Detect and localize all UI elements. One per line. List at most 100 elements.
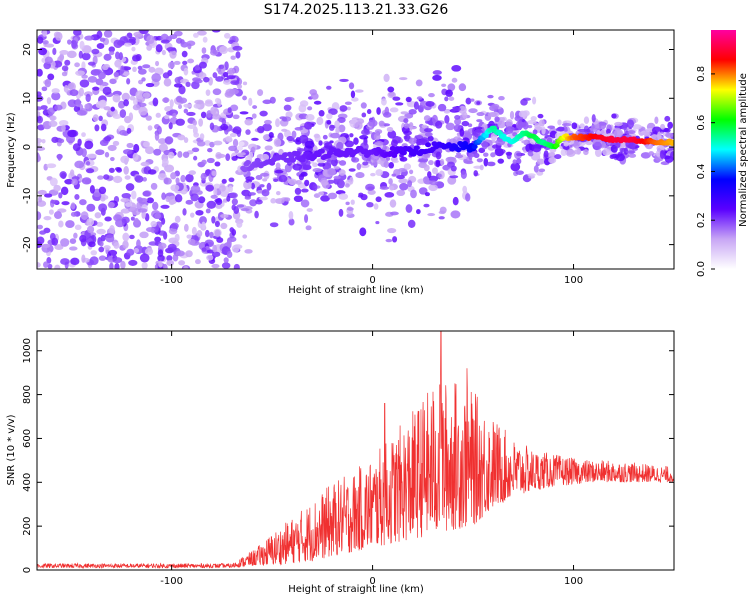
tick-label: 20 (22, 43, 33, 56)
spectrogram-cell (573, 140, 580, 149)
spectrogram-cell (107, 144, 117, 152)
spectrogram-cell (199, 133, 205, 140)
spectrogram-cell (195, 209, 204, 216)
spectrogram-cell (142, 177, 147, 182)
spectrogram-cell (183, 137, 189, 143)
spectrogram-cell (337, 117, 346, 124)
spectrogram-cell (37, 36, 44, 44)
spectrogram-cell (414, 135, 424, 140)
spectrogram-cell (161, 192, 166, 200)
spectrogram-cell (187, 58, 195, 64)
spectrogram-cell (264, 145, 273, 151)
spectrogram-cell (123, 42, 132, 47)
spectrogram-cell (47, 73, 55, 81)
spectrogram-cell (269, 96, 276, 104)
spectrogram-cell (79, 79, 90, 88)
spectrogram-cell (130, 216, 135, 221)
spectrogram-cell (145, 227, 155, 233)
spectrogram-cell (92, 86, 100, 91)
spectrogram-cell (328, 108, 338, 115)
spectrogram-cell (38, 196, 43, 203)
spectrogram-cell (223, 71, 229, 78)
tick-label: 600 (22, 429, 33, 448)
spectrogram-cell (98, 71, 106, 80)
spectrogram-cell (211, 216, 216, 224)
spectrogram-cell (192, 119, 197, 126)
spectrogram-cell (126, 142, 134, 149)
spectrogram-cell (141, 262, 148, 269)
spectrogram-cell (137, 68, 147, 75)
spectrogram-cell (339, 105, 348, 112)
snr-panel: -100 0 100 0 200 400 600 800 1000 Height of str… (6, 330, 675, 595)
spectrogram-cell (375, 221, 380, 225)
spectrogram-cell (312, 183, 318, 192)
spectrogram-cell (505, 151, 513, 156)
spectrogram-cell (229, 227, 235, 233)
spectrogram-cell (242, 95, 247, 101)
spectrogram-cell (81, 52, 91, 61)
spectrogram-cell (158, 143, 169, 153)
spectrogram-cell (478, 147, 486, 154)
spectrogram-cell (269, 222, 279, 228)
spectrogram-cell (44, 56, 53, 64)
spectrogram-cell (109, 262, 114, 269)
spectrogram-cell (382, 111, 392, 118)
spectrogram-cell (275, 162, 281, 170)
spectrogram-cell (494, 116, 500, 123)
spectrogram-cell (109, 225, 115, 234)
spectrogram-cell (115, 51, 120, 60)
spectrogram-cell (565, 149, 576, 158)
spectrogram-cell (657, 131, 662, 141)
spectrogram-cell (98, 246, 105, 253)
spectrogram-cell (266, 182, 272, 191)
spectrogram-cell (428, 92, 435, 98)
spectrogram-cell (145, 146, 155, 155)
spectrogram-cell (416, 209, 421, 215)
spectrogram-cell (210, 194, 218, 199)
spectrogram-cell (532, 129, 538, 135)
spectrogram-cell (129, 36, 136, 43)
spectrogram-cell (211, 30, 221, 33)
spectrogram-cell (174, 194, 183, 203)
spectrogram-cell (533, 165, 539, 173)
spectrogram-cell (46, 163, 57, 169)
spectrogram-cell (329, 140, 334, 144)
spectrogram-cell (146, 35, 155, 45)
spectrogram-cell (361, 112, 367, 118)
spectrogram-cell (209, 122, 215, 131)
spectrogram-cell (386, 126, 394, 133)
spectrogram-cell (129, 95, 136, 101)
spectrogram-cell (47, 107, 55, 116)
spectrogram-cell (300, 199, 310, 208)
spectrogram-cell (182, 151, 190, 158)
snr-series-line (37, 331, 674, 570)
spectrogram-cell (200, 111, 207, 119)
spectrogram-cell (141, 77, 146, 82)
spectrogram-cell (148, 66, 156, 73)
spectrogram-cell (162, 72, 170, 79)
spectrogram-cell (517, 122, 527, 128)
spectrogram-cell (42, 40, 49, 45)
spectrogram-cell (37, 224, 44, 230)
spectrogram-cell (458, 83, 467, 92)
spectrogram-cell (664, 115, 671, 122)
spectrogram-cell (590, 124, 596, 129)
spectrogram-cell (306, 208, 313, 213)
spectrogram-cell (453, 107, 461, 112)
spectrogram-cell (465, 97, 472, 105)
spectrogram-cell (336, 141, 344, 150)
spectrogram-cell (334, 120, 340, 128)
spectrogram-cell (240, 152, 246, 156)
spectrogram-cell (81, 132, 86, 138)
spectrogram-cell (177, 151, 183, 158)
spectrogram-cell (175, 250, 185, 257)
spectrogram-cell (320, 179, 329, 186)
spectrogram-cell (144, 247, 154, 256)
spectrogram-cell (424, 132, 433, 137)
spectrogram-cell (231, 244, 240, 253)
spectrogram-cell (423, 128, 433, 133)
spectrogram-cell (391, 159, 399, 163)
spectrogram-cell (318, 110, 325, 117)
spectrogram-cell (305, 160, 311, 166)
spectrogram-cell (505, 128, 513, 135)
